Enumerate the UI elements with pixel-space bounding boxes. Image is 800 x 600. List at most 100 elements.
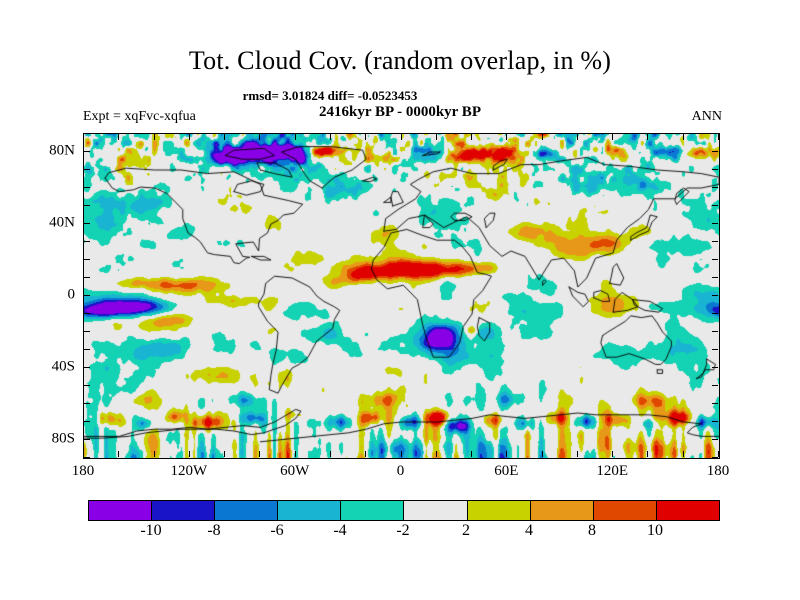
y-tick: [84, 151, 90, 152]
x-axis-label: 60W: [280, 463, 310, 479]
y-tick-right: [712, 241, 718, 242]
x-tick-top: [506, 134, 508, 140]
x-tick: [294, 451, 296, 457]
colorbar-band-6: [466, 501, 530, 520]
y-tick-right: [712, 439, 718, 440]
x-tick: [435, 451, 437, 457]
x-tick: [506, 451, 508, 457]
y-tick: [84, 133, 90, 134]
y-tick: [84, 331, 90, 332]
x-tick: [718, 451, 719, 457]
y-tick-right: [712, 367, 718, 368]
colorbar-band-9: [655, 501, 719, 520]
x-tick-top: [718, 134, 719, 140]
colorbar-tick-label: -2: [396, 522, 410, 539]
y-tick: [84, 277, 90, 278]
x-tick: [329, 451, 331, 457]
colorbar-band-7: [529, 501, 593, 520]
y-tick-right: [712, 133, 718, 134]
x-tick-top: [83, 134, 84, 140]
x-tick-top: [471, 134, 473, 140]
period-label: 2416kyr BP - 0000kyr BP: [319, 104, 481, 120]
colorbar-tick-label: 2: [462, 522, 470, 539]
x-tick-top: [259, 134, 261, 140]
colorbar-tick-label: -4: [333, 522, 347, 539]
colorbar-tick-label: -10: [140, 522, 162, 539]
y-tick-right: [712, 421, 718, 422]
y-tick: [84, 403, 90, 404]
x-tick-top: [612, 134, 614, 140]
x-tick: [83, 451, 84, 457]
colorbar-band-4: [340, 501, 404, 520]
x-tick: [188, 451, 190, 457]
colorbar-tick-label: -8: [207, 522, 221, 539]
y-tick: [84, 205, 90, 206]
season-label: ANN: [691, 109, 722, 124]
y-tick-right: [712, 385, 718, 386]
colorbar-band-5: [403, 501, 467, 520]
y-tick: [84, 385, 90, 386]
x-tick: [541, 451, 543, 457]
y-axis-label: 0: [67, 286, 76, 303]
y-tick: [84, 169, 90, 170]
y-tick-right: [712, 331, 718, 332]
x-tick-top: [153, 134, 155, 140]
x-tick-top: [224, 134, 226, 140]
x-tick-top: [576, 134, 578, 140]
x-tick-top: [682, 134, 684, 140]
y-tick: [84, 187, 90, 188]
y-tick-right: [712, 403, 718, 404]
y-tick-right: [712, 169, 718, 170]
colorbar-band-1: [151, 501, 215, 520]
x-axis-label: 0: [396, 463, 405, 479]
x-tick: [576, 451, 578, 457]
x-tick: [682, 451, 684, 457]
colorbar-tick-label: 4: [525, 522, 533, 539]
y-axis-label: 80N: [49, 142, 75, 159]
x-tick-top: [435, 134, 437, 140]
x-tick-top: [400, 134, 402, 140]
colorbar-band-8: [592, 501, 656, 520]
colorbar-band-3: [277, 501, 341, 520]
y-axis-label: 40S: [51, 358, 75, 375]
y-axis-label: 80S: [51, 430, 75, 447]
y-tick-right: [712, 295, 718, 296]
experiment-label: Expt = xqFvc-xqfua: [83, 109, 196, 124]
y-tick-right: [712, 349, 718, 350]
x-tick: [647, 451, 649, 457]
cloud-cover-anomaly-map: [84, 134, 719, 458]
x-tick-top: [294, 134, 296, 140]
x-tick: [400, 451, 402, 457]
x-tick-top: [541, 134, 543, 140]
y-tick-right: [712, 151, 718, 152]
x-tick-top: [118, 134, 120, 140]
colorbar: [88, 500, 720, 521]
y-tick-right: [712, 277, 718, 278]
page-title: Tot. Cloud Cov. (random overlap, in %): [188, 46, 612, 75]
y-tick: [84, 313, 90, 314]
y-tick-right: [712, 259, 718, 260]
y-tick: [84, 241, 90, 242]
y-tick: [84, 259, 90, 260]
y-tick: [84, 295, 90, 296]
y-tick-right: [712, 457, 718, 458]
y-tick: [84, 223, 90, 224]
x-axis-label: 180: [71, 463, 95, 479]
colorbar-tick-label: 10: [647, 522, 663, 539]
x-tick-top: [647, 134, 649, 140]
x-tick: [365, 451, 367, 457]
y-axis-label: 40N: [49, 214, 75, 231]
y-tick: [84, 349, 90, 350]
x-axis-label: 180: [706, 463, 730, 479]
x-tick: [612, 451, 614, 457]
x-tick-top: [329, 134, 331, 140]
colorbar-tick-label: 8: [588, 522, 596, 539]
y-tick: [84, 421, 90, 422]
y-tick-right: [712, 205, 718, 206]
colorbar-band-0: [89, 501, 152, 520]
x-tick-top: [188, 134, 190, 140]
y-tick-right: [712, 313, 718, 314]
x-tick: [118, 451, 120, 457]
colorbar-band-2: [214, 501, 278, 520]
x-tick: [259, 451, 261, 457]
